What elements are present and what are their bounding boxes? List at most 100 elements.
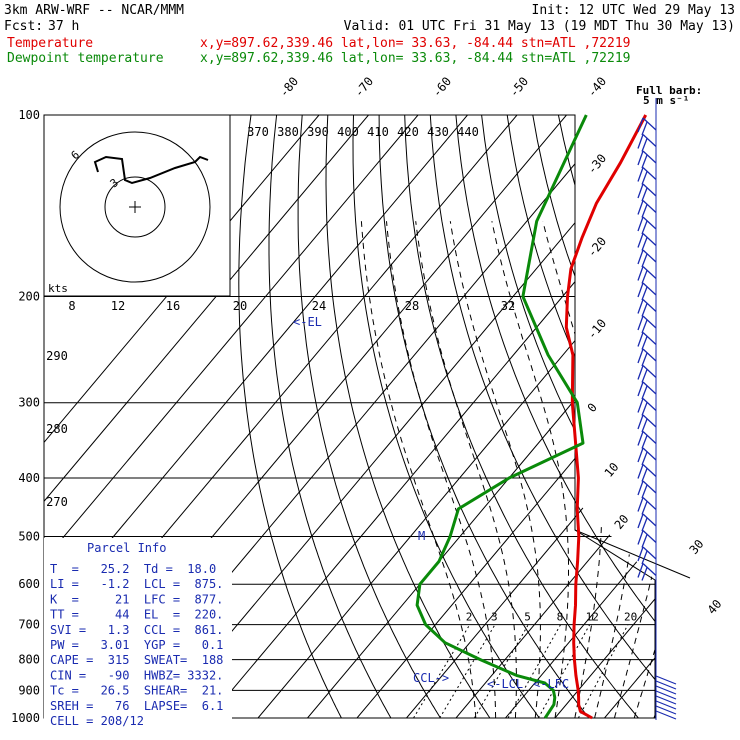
wind-barb-flag [641,237,648,251]
wind-barb-flag [637,200,644,215]
wind-barb-staff [642,414,657,428]
wind-barb-staff [642,266,657,279]
wind-barb-flag [637,431,644,446]
wind-barb-flag [637,315,644,331]
parcel-info-row: SVI = 1.3 CCL = 861. [50,623,223,637]
moist-adiabat-line [491,221,569,718]
pressure-label: 300 [18,396,40,410]
hodograph-speed-label: 8 [68,299,75,313]
wind-barb-flag [637,513,644,529]
isotherm-label: -10 [585,316,610,342]
dewpoint-legend-info: x,y=897.62,339.46 lat,lon= 33.63, -84.44… [200,51,630,66]
header-init: Init: 12 UTC Wed 29 May 13 [532,3,736,18]
dewpoint-legend-label: Dewpoint temperature [7,51,164,66]
isotherm-label: -40 [585,74,610,100]
wind-barb-flag [637,365,644,380]
parcel-info-title: Parcel Info [87,541,166,555]
isotherm-line [44,115,320,718]
hodograph-speed-label: 28 [405,299,419,313]
isotherm-line [44,115,419,718]
hodograph-trace [93,155,209,185]
wind-barb-staff [642,150,657,164]
moist-adiabat-line [613,221,655,718]
level-annotation: <-LFC [533,677,569,691]
dry-adiabat-line [297,115,441,718]
wind-barb-staff [642,117,657,131]
wind-barb-staff [642,348,657,362]
parcel-info-row: PW = 3.01 YGP = 0.1 [50,638,223,652]
wind-barb-flag [637,134,644,149]
dry-adiabat-line [325,115,491,718]
level-annotation: <-LCL [487,677,523,691]
parcel-info-row: LI = -1.2 LCL = 875. [50,577,223,591]
full-barb-value: 5 m s⁻¹ [643,94,689,107]
wind-barb-flag [637,348,644,364]
wind-barb-staff [642,315,657,329]
wind-barb-staff [642,398,657,411]
theta-label: 430 [427,125,449,139]
dry-adiabat-line [634,115,655,718]
mixing-ratio-line [537,624,591,719]
dry-adiabat-line [583,115,655,718]
hodograph-ring [59,131,211,283]
sounding-profiles [415,114,648,720]
isotherm-line [505,115,655,718]
dry-adiabat-line [687,115,740,718]
wind-barb-staff [642,563,657,576]
wind-barb-flag [641,369,648,383]
wind-barb-low [655,685,677,695]
theta-label: 440 [457,125,479,139]
wind-barb-flag [637,464,644,479]
wind-barb-flag [637,497,644,512]
dewpoint-profile [415,114,588,719]
wind-barb-flag [641,451,648,466]
isotherm-line [406,115,655,718]
isotherm-label: 20 [612,512,632,532]
wind-barb-staff [642,497,657,510]
theta-label: 390 [307,125,329,139]
wind-barb-flag [637,183,644,199]
isotherm-line [653,115,655,718]
wind-barb-flag [637,233,644,248]
level-annotation: M [418,529,425,543]
isotherm-label: -20 [585,234,610,260]
wind-barb-staff [642,167,657,180]
wind-barb-flag [637,216,644,232]
isotherm-label: 10 [602,460,622,480]
parcel-info-row: T = 25.2 Td = 18.0 [50,562,216,576]
parcel-info-row: CAPE = 315 SWEAT= 188 [50,653,223,667]
wind-barb-staff [642,381,657,395]
parcel-info-panel: Parcel Info T = 25.2 Td = 18.0LI = -1.2 … [44,538,232,728]
pressure-label: 900 [18,683,40,697]
wind-barb-flag [641,171,648,185]
mixing-ratio-lines: 2 3 5 8 12 20 [413,611,637,719]
wind-barb-flag [637,332,644,347]
wind-barb-staff [642,249,657,263]
hodograph-speed-label: 32 [501,299,515,313]
dry-adiabat-line [352,115,540,718]
isotherm-label: -70 [352,74,377,100]
parcel-info-row: TT = 44 EL = 220. [50,608,223,622]
hodograph-speed-label: 12 [111,299,125,313]
moist-adiabat-line [360,221,477,718]
moist-adiabat-lines [360,221,655,718]
dry-adiabat-line [455,115,655,718]
dry-adiabat-line [609,115,655,718]
moist-adiabat-line [386,221,497,718]
wind-barb-flag [637,546,644,562]
wind-barb-flag [641,352,648,367]
wind-barb-staff [642,530,657,543]
wind-barb-flag [641,319,648,334]
theta-label: 380 [277,125,299,139]
pressure-label: 600 [18,577,40,591]
wind-barb-staff [642,233,657,246]
wind-barb-staff [642,200,657,213]
hodograph-speed-label: 20 [233,299,247,313]
wind-barb-staff [642,447,657,461]
pressure-label: 1000 [11,711,40,725]
wind-barbs [637,98,677,720]
dry-adiabat-line [481,115,655,718]
isotherm-line [704,115,740,718]
wind-barb-staff [642,365,657,378]
wind-barb-flag [637,381,644,397]
